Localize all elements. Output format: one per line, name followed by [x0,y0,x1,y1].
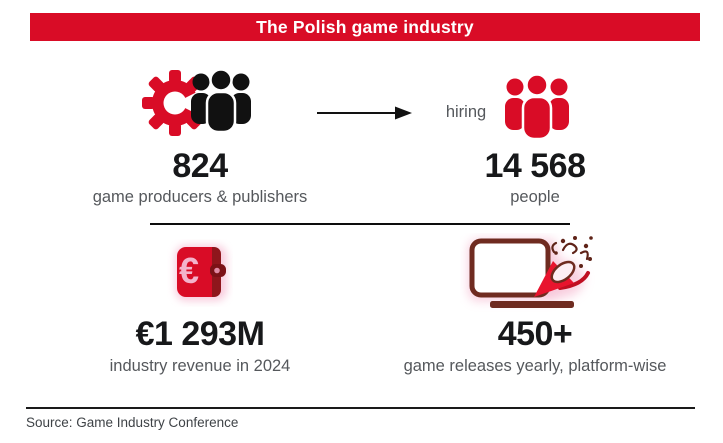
footer-divider [26,407,695,409]
laptop-celebration-icon [460,233,595,323]
employment-label: people [510,188,560,206]
euro-symbol: € [179,250,199,291]
producers-count: 824 [172,147,228,185]
revenue-amount: €1 293M [135,315,265,353]
gear-people-icon [142,60,257,150]
releases-count: 450+ [497,315,573,353]
source-attribution: Source: Game Industry Conference [26,415,239,430]
employment-count: 14 568 [484,147,587,185]
people-group-icon [504,73,570,150]
releases-label: game releases yearly, platform-wise [403,357,667,375]
section-divider [150,223,570,225]
hiring-connector-label: hiring [445,103,487,121]
page-title: The Polish game industry [30,13,700,41]
producers-label: game producers & publishers [92,188,308,206]
arrow-right-icon [317,105,413,126]
revenue-label: industry revenue in 2024 [109,357,291,375]
wallet-euro-icon: € [167,239,233,312]
